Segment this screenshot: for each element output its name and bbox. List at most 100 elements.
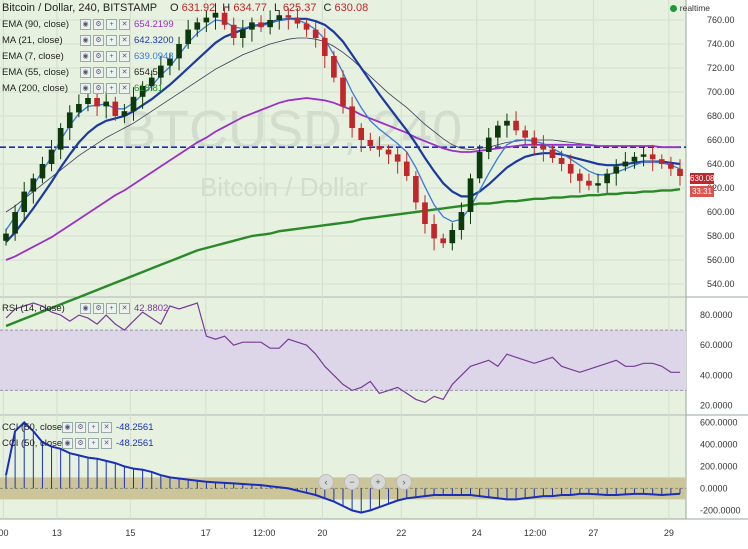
close-icon[interactable]: ✕ xyxy=(119,67,130,78)
price-tick-label: 580.00 xyxy=(707,231,735,241)
add-icon[interactable]: + xyxy=(106,19,117,30)
candle-body xyxy=(57,128,64,150)
legend-ma200-name: MA (200, close) xyxy=(2,83,68,94)
zoom-out-button[interactable]: − xyxy=(344,474,360,490)
legend-ema55[interactable]: EMA (55, close) ◉ ⚙ + ✕ 654.57 xyxy=(2,66,163,79)
ohlc-open-value: 631.92 xyxy=(181,2,216,14)
settings-icon[interactable]: ⚙ xyxy=(93,35,104,46)
add-icon[interactable]: + xyxy=(106,51,117,62)
add-icon[interactable]: + xyxy=(106,67,117,78)
close-icon[interactable]: ✕ xyxy=(101,422,112,433)
settings-icon[interactable]: ⚙ xyxy=(93,67,104,78)
rsi-tick-label: 60.0000 xyxy=(700,340,733,350)
x-tick-label: 12:00 xyxy=(524,528,547,538)
axis-bg xyxy=(686,0,748,549)
eye-icon[interactable]: ◉ xyxy=(80,51,91,62)
x-tick-label: 12:00 xyxy=(253,528,276,538)
candle-body xyxy=(567,164,574,174)
close-icon[interactable]: ✕ xyxy=(119,83,130,94)
candle-body xyxy=(167,58,173,66)
ohlc-high-value: 634.77 xyxy=(233,2,267,14)
candle-body xyxy=(221,12,228,25)
zoom-in-button[interactable]: + xyxy=(370,474,386,490)
chart-header: Bitcoin / Dollar, 240, BITSTAMP O 631.92… xyxy=(2,2,372,16)
candle-body xyxy=(440,238,447,244)
add-icon[interactable]: + xyxy=(106,83,117,94)
settings-icon[interactable]: ⚙ xyxy=(93,303,104,314)
candle-body xyxy=(413,176,419,203)
candle-body xyxy=(549,149,556,158)
legend-ma200[interactable]: MA (200, close) ◉ ⚙ + ✕ 618.81 xyxy=(2,82,163,95)
candle-body xyxy=(595,183,601,186)
add-icon[interactable]: + xyxy=(88,422,99,433)
settings-icon[interactable]: ⚙ xyxy=(93,51,104,62)
settings-icon[interactable]: ⚙ xyxy=(75,422,86,433)
candle-body xyxy=(249,22,255,30)
eye-icon[interactable]: ◉ xyxy=(62,422,73,433)
candle-body xyxy=(130,96,137,112)
candle-body xyxy=(139,86,146,97)
candle-body xyxy=(212,12,219,18)
candle-body xyxy=(540,144,547,150)
add-icon[interactable]: + xyxy=(106,35,117,46)
legend-ema7-name: EMA (7, close) xyxy=(2,51,64,62)
rsi-tick-label: 40.0000 xyxy=(700,370,733,380)
candle-body xyxy=(631,156,638,162)
scroll-left-button[interactable]: ‹ xyxy=(318,474,334,490)
realtime-indicator[interactable]: realtime xyxy=(669,3,710,13)
eye-icon[interactable]: ◉ xyxy=(80,35,91,46)
eye-icon[interactable]: ◉ xyxy=(80,19,91,30)
x-tick-label: 13 xyxy=(52,528,62,538)
close-icon[interactable]: ✕ xyxy=(119,19,130,30)
legend-ma21[interactable]: MA (21, close) ◉ ⚙ + ✕ 642.3200 xyxy=(2,34,174,47)
candle-body xyxy=(485,137,492,152)
candle-body xyxy=(604,173,610,184)
close-icon[interactable]: ✕ xyxy=(119,303,130,314)
candle-body xyxy=(121,111,128,116)
candle-body xyxy=(576,173,583,181)
close-icon[interactable]: ✕ xyxy=(101,438,112,449)
close-icon[interactable]: ✕ xyxy=(119,35,130,46)
legend-cci-2[interactable]: CCI (50, close) ◉ ⚙ + ✕ -48.2561 xyxy=(2,437,154,450)
candle-body xyxy=(294,17,301,24)
eye-icon[interactable]: ◉ xyxy=(80,303,91,314)
add-icon[interactable]: + xyxy=(88,438,99,449)
ma200-line xyxy=(5,188,681,328)
candle-body xyxy=(622,161,629,167)
legend-cci-1-name: CCI (50, close) xyxy=(2,422,66,433)
x-tick-label: 15 xyxy=(125,528,135,538)
eye-icon[interactable]: ◉ xyxy=(80,67,91,78)
candle-body xyxy=(39,164,46,179)
add-icon[interactable]: + xyxy=(106,303,117,314)
x-tick-label: 17 xyxy=(201,528,211,538)
price-tick-label: 640.00 xyxy=(707,159,735,169)
candle-body xyxy=(640,154,647,157)
legend-cci-1[interactable]: CCI (50, close) ◉ ⚙ + ✕ -48.2561 xyxy=(2,421,154,434)
candle-body xyxy=(495,125,501,138)
candle-body xyxy=(158,65,164,78)
x-tick-label: 29 xyxy=(664,528,674,538)
candle-body xyxy=(148,77,155,86)
candle-body xyxy=(367,140,374,146)
eye-icon[interactable]: ◉ xyxy=(62,438,73,449)
close-icon[interactable]: ✕ xyxy=(119,51,130,62)
ma21-line xyxy=(5,17,681,243)
legend-rsi-value: 42.8802 xyxy=(134,303,169,314)
candle-body xyxy=(112,101,119,116)
candle-body xyxy=(48,149,55,164)
candle-body xyxy=(12,212,18,234)
candle-body xyxy=(239,29,246,38)
candle-body xyxy=(431,224,437,239)
settings-icon[interactable]: ⚙ xyxy=(75,438,86,449)
ohlc-open-label: O xyxy=(169,2,179,14)
price-tick-label: 760.00 xyxy=(707,15,735,25)
scroll-right-button[interactable]: › xyxy=(396,474,412,490)
candle-body xyxy=(66,112,73,128)
eye-icon[interactable]: ◉ xyxy=(80,83,91,94)
settings-icon[interactable]: ⚙ xyxy=(93,83,104,94)
settings-icon[interactable]: ⚙ xyxy=(93,19,104,30)
legend-rsi[interactable]: RSI (14, close) ◉ ⚙ + ✕ 42.8802 xyxy=(2,302,168,315)
legend-ema90[interactable]: EMA (90, close) ◉ ⚙ + ✕ 654.2199 xyxy=(2,18,174,31)
ohlc-low-label: L xyxy=(274,2,280,14)
legend-ema7[interactable]: EMA (7, close) ◉ ⚙ + ✕ 639.0943 xyxy=(2,50,174,63)
